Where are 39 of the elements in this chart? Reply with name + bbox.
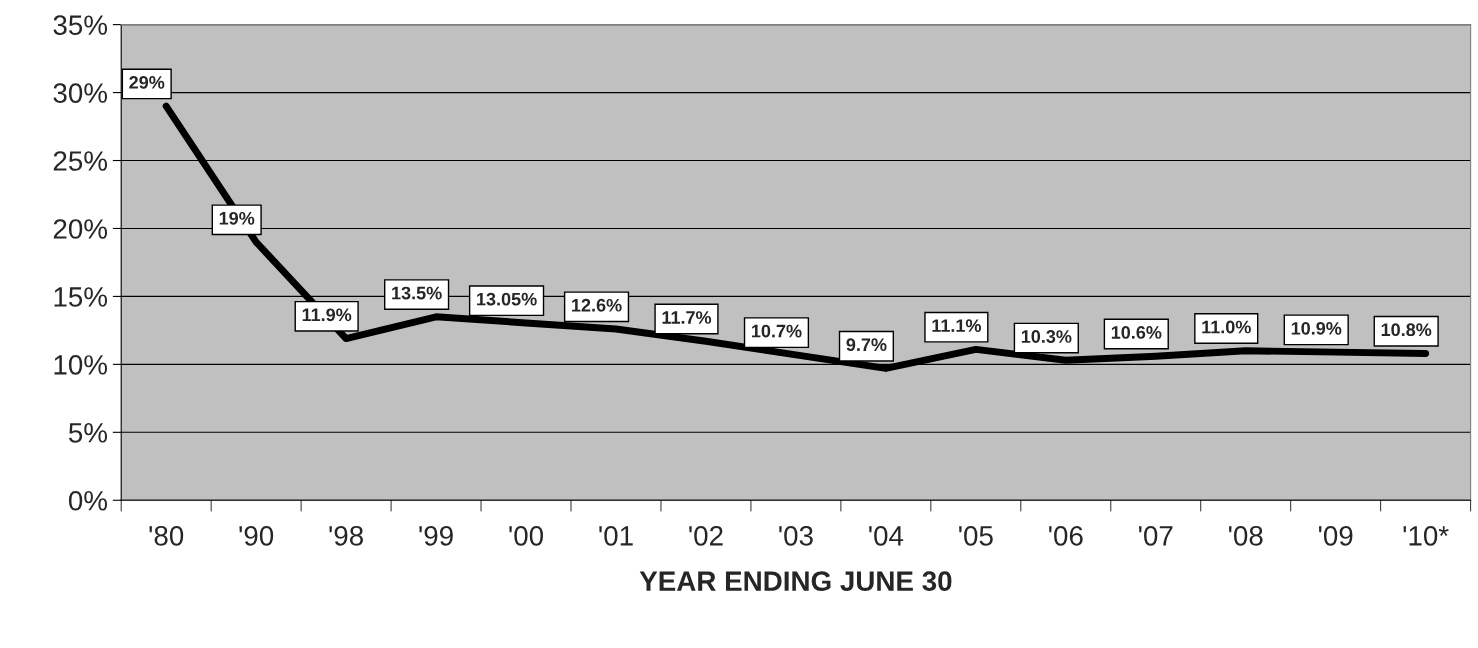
x-tick-label: '07	[1139, 525, 1173, 546]
data-label: 10.7%	[752, 324, 802, 338]
x-tick-label: '06	[1049, 525, 1083, 546]
y-tick-label: 5%	[68, 423, 108, 443]
x-tick-label: '00	[509, 525, 544, 546]
y-tick-label: 20%	[53, 219, 108, 239]
x-tick-label: '80	[149, 525, 184, 546]
data-label: 13.05%	[477, 292, 537, 306]
x-axis-title: YEAR ENDING JUNE 30	[639, 571, 952, 592]
x-tick-label: '10*	[1403, 525, 1449, 546]
y-tick-label: 25%	[53, 151, 108, 171]
y-tick-label: 35%	[53, 15, 108, 35]
y-tick-label: 10%	[54, 355, 108, 375]
x-tick-label: '08	[1229, 525, 1263, 546]
x-tick-label: '90	[239, 525, 274, 546]
y-tick-label: 30%	[53, 83, 108, 103]
data-label: 10.3%	[1021, 330, 1072, 343]
data-label: 10.8%	[1381, 323, 1432, 337]
x-tick-label: '05	[959, 525, 993, 546]
data-label: 11.7%	[662, 311, 712, 324]
x-tick-label: '99	[419, 525, 453, 546]
x-tick-label: '03	[779, 525, 813, 546]
data-label: 9.7%	[846, 338, 887, 352]
x-tick-label: '02	[689, 525, 723, 546]
x-tick-label: '98	[329, 525, 363, 546]
data-label: 13.5%	[392, 286, 442, 300]
data-label: 11.9%	[302, 308, 352, 322]
x-tick-label: '04	[869, 525, 904, 546]
data-label: 10.9%	[1291, 321, 1342, 335]
y-tick-label: 15%	[54, 287, 108, 307]
x-tick-label: '01	[599, 525, 633, 546]
data-label: 11.0%	[1202, 320, 1251, 334]
y-tick-label: 0%	[68, 490, 108, 511]
data-label: 11.1%	[932, 319, 982, 332]
data-label: 29%	[129, 76, 165, 89]
data-label: 19%	[219, 211, 255, 225]
x-tick-label: '09	[1318, 525, 1353, 546]
data-label: 12.6%	[572, 298, 622, 312]
data-label: 10.6%	[1111, 326, 1162, 339]
